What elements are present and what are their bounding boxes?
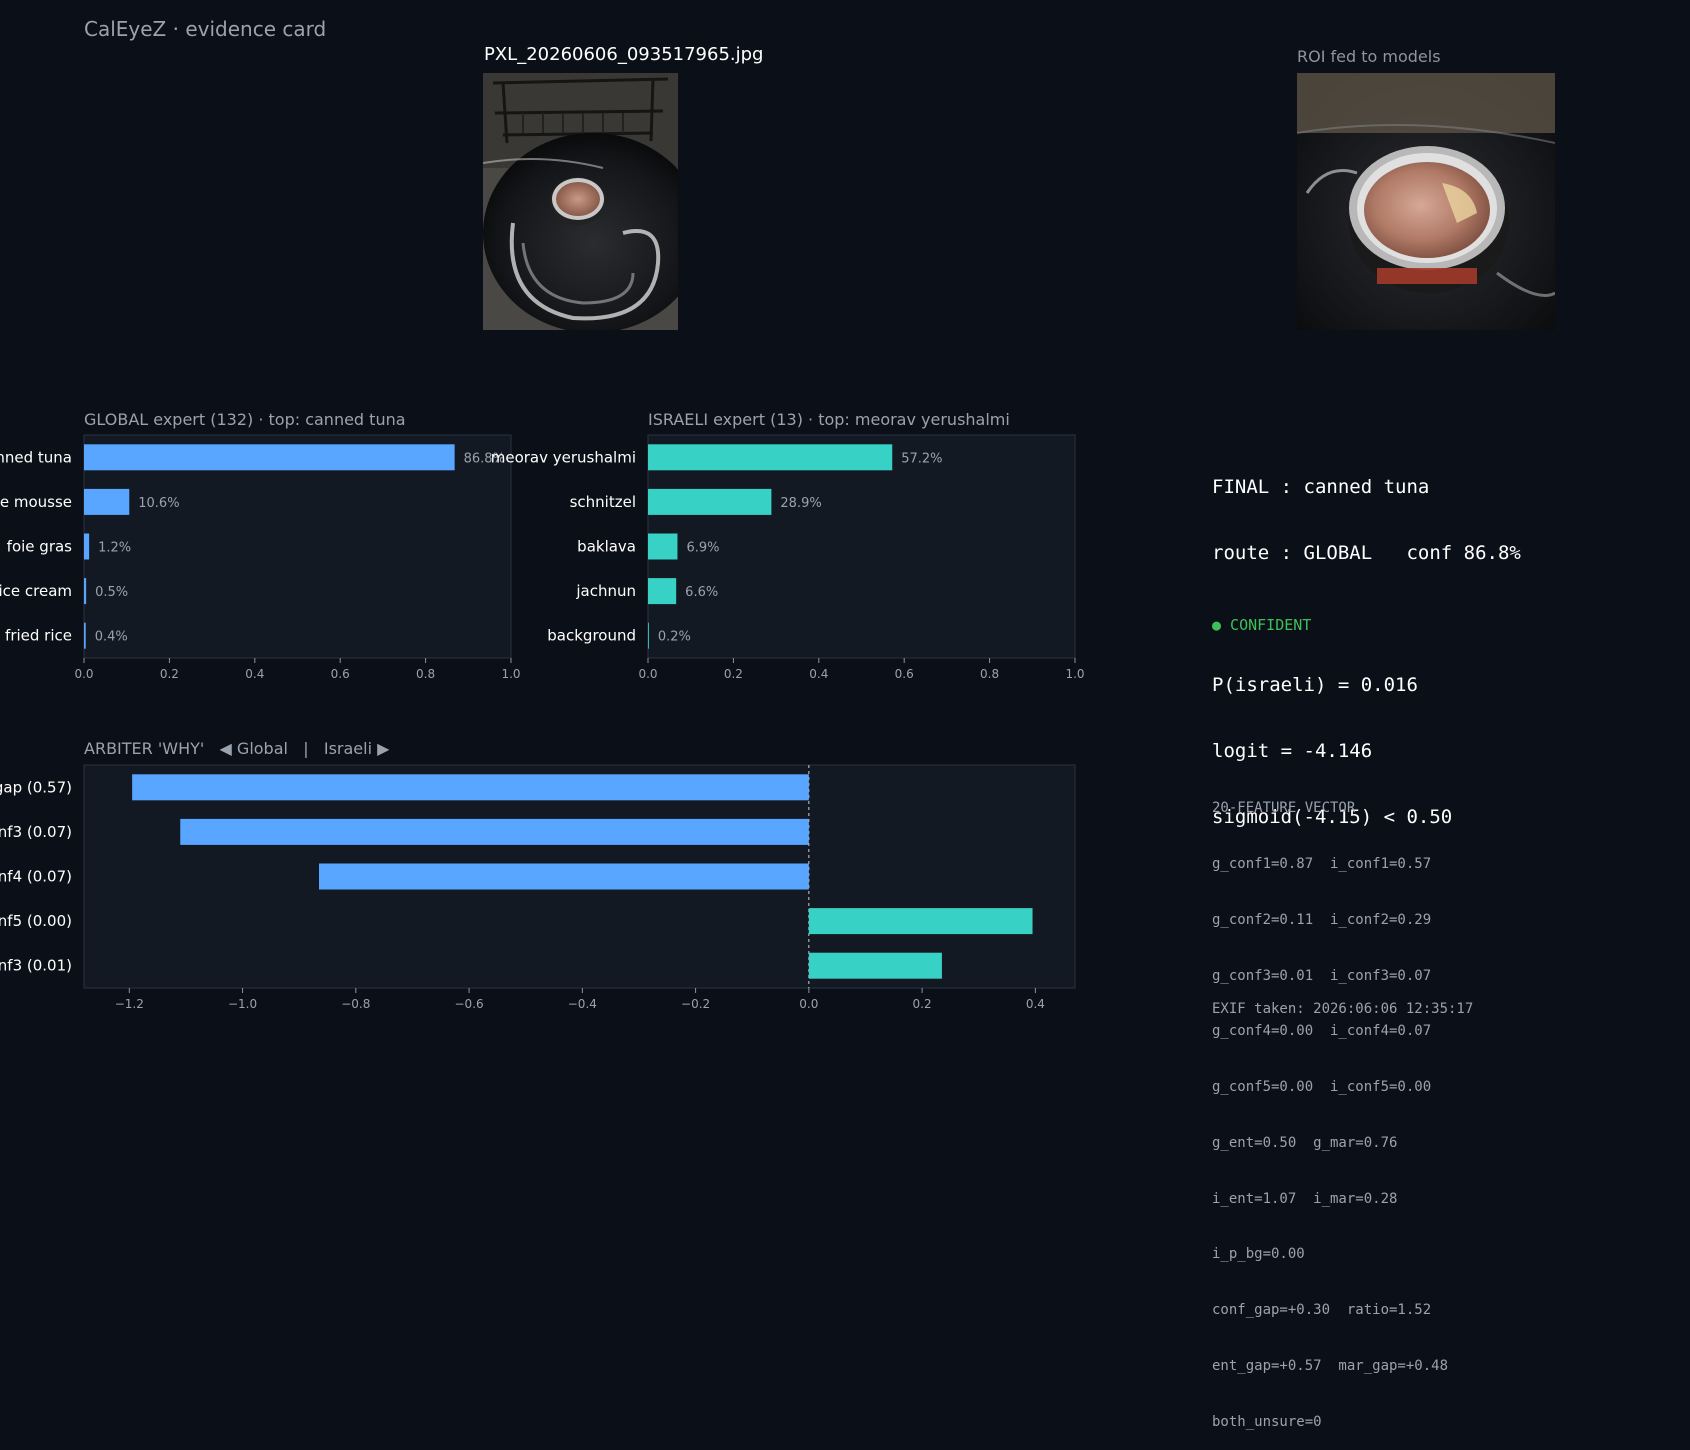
feature-line: g_conf5=0.00 i_conf5=0.00 bbox=[1212, 1079, 1432, 1096]
feature-line: g_conf3=0.01 i_conf3=0.07 bbox=[1212, 967, 1432, 984]
feature-line: g_conf2=0.11 i_conf2=0.29 bbox=[1212, 911, 1432, 928]
category-label: ent_gap (0.57) bbox=[0, 778, 72, 797]
category-label: schnitzel bbox=[570, 493, 636, 511]
x-tick-label: 0.8 bbox=[416, 667, 435, 681]
category-label: meorav yerushalmi bbox=[491, 448, 636, 466]
category-label: i_conf5 (0.00) bbox=[0, 912, 72, 931]
feature-line: both_unsure=0 bbox=[1212, 1413, 1322, 1430]
feature-line: i_p_bg=0.00 bbox=[1212, 1246, 1305, 1263]
category-label: jachnun bbox=[575, 582, 636, 600]
bar bbox=[648, 488, 772, 515]
x-tick-label: −0.2 bbox=[681, 997, 710, 1011]
value-label: 0.5% bbox=[95, 585, 128, 600]
israeli-chart-title: ISRAELI expert (13) · top: meorav yerush… bbox=[648, 410, 1010, 429]
category-label: foie gras bbox=[7, 538, 73, 556]
bar bbox=[648, 444, 893, 471]
bar bbox=[808, 908, 1033, 935]
final-label: FINAL : canned tuna bbox=[1212, 476, 1430, 498]
feature-heading: 20-FEATURE VECTOR bbox=[1212, 800, 1356, 817]
sigmoid-label: sigmoid(-4.15) < 0.50 bbox=[1212, 806, 1453, 828]
file-name: PXL_20260606_093517965.jpg bbox=[484, 44, 764, 65]
value-label: 57.2% bbox=[901, 451, 942, 466]
roi-label: ROI fed to models bbox=[1297, 47, 1441, 66]
p-israeli-label: P(israeli) = 0.016 bbox=[1212, 674, 1418, 696]
global-expert-chart: 0.0 0.2 0.4 0.6 0.8 1.0 canned tuna 86.8% chocol… bbox=[0, 434, 521, 681]
category-label: canned tuna bbox=[0, 448, 72, 466]
bar bbox=[84, 488, 130, 515]
x-tick-label: 0.2 bbox=[913, 997, 932, 1011]
category-label: g_conf3 (0.01) bbox=[0, 957, 72, 976]
arbiter-chart-title: ARBITER 'WHY' ◀ Global | Israeli ▶ bbox=[84, 739, 390, 758]
category-label: fried rice bbox=[5, 627, 72, 645]
value-label: 6.9% bbox=[686, 541, 719, 556]
x-tick-label: 0.2 bbox=[160, 667, 179, 681]
x-tick-label: −0.4 bbox=[568, 997, 597, 1011]
source-photo bbox=[483, 73, 678, 330]
feature-line: g_ent=0.50 g_mar=0.76 bbox=[1212, 1134, 1398, 1151]
category-label: ice cream bbox=[0, 582, 72, 600]
bar bbox=[84, 444, 455, 471]
x-tick-label: 0.2 bbox=[724, 667, 743, 681]
value-label: 10.6% bbox=[138, 496, 179, 511]
arbiter-why-chart: −1.2 −1.0 −0.8 −0.6 −0.4 −0.2 0.0 0.2 0.4 ent_gap… bbox=[0, 764, 1076, 1011]
status-badge: ● CONFIDENT bbox=[1212, 616, 1312, 634]
global-chart-title: GLOBAL expert (132) · top: canned tuna bbox=[84, 410, 406, 429]
feature-line: g_conf4=0.00 i_conf4=0.07 bbox=[1212, 1023, 1432, 1040]
x-tick-label: 0.4 bbox=[245, 667, 264, 681]
x-tick-label: −1.0 bbox=[228, 997, 257, 1011]
israeli-expert-chart: 0.0 0.2 0.4 0.6 0.8 1.0 meorav yerushalmi 57.2%… bbox=[491, 434, 1085, 681]
x-tick-label: −0.6 bbox=[455, 997, 484, 1011]
bar bbox=[180, 818, 809, 845]
bar bbox=[648, 622, 649, 649]
bar bbox=[808, 952, 942, 979]
roi-photo bbox=[1297, 73, 1555, 330]
category-label: chocolate mousse bbox=[0, 493, 72, 511]
value-label: 0.4% bbox=[95, 630, 128, 645]
feature-vector: 20-FEATURE VECTOR g_conf1=0.87 i_conf1=0… bbox=[1212, 762, 1448, 1450]
x-tick-label: 0.0 bbox=[74, 667, 93, 681]
bar bbox=[319, 863, 809, 890]
category-label: background bbox=[547, 627, 636, 645]
x-tick-label: 0.0 bbox=[799, 997, 818, 1011]
final-summary: FINAL : canned tuna route : GLOBAL conf … bbox=[1212, 432, 1521, 850]
plot-area bbox=[647, 434, 1076, 659]
feature-line: conf_gap=+0.30 ratio=1.52 bbox=[1212, 1302, 1432, 1319]
feature-line: i_ent=1.07 i_mar=0.28 bbox=[1212, 1190, 1398, 1207]
x-tick-label: −0.8 bbox=[341, 997, 370, 1011]
feature-line: ent_gap=+0.57 mar_gap=+0.48 bbox=[1212, 1358, 1449, 1374]
bar bbox=[648, 533, 678, 560]
x-tick-label: 1.0 bbox=[1065, 667, 1084, 681]
exif-timestamp: EXIF taken: 2026:06:06 12:35:17 bbox=[1212, 1001, 1474, 1017]
bar bbox=[84, 533, 90, 560]
bar bbox=[84, 578, 87, 605]
x-tick-label: 0.4 bbox=[809, 667, 828, 681]
bar bbox=[648, 578, 677, 605]
x-tick-label: 0.0 bbox=[638, 667, 657, 681]
x-tick-label: 0.6 bbox=[895, 667, 914, 681]
feature-line: g_conf1=0.87 i_conf1=0.57 bbox=[1212, 855, 1432, 872]
value-label: 0.2% bbox=[658, 630, 691, 645]
route-label: route : GLOBAL conf 86.8% bbox=[1212, 542, 1521, 564]
value-label: 28.9% bbox=[780, 496, 821, 511]
category-label: i_conf3 (0.07) bbox=[0, 823, 72, 842]
plot-area bbox=[83, 434, 512, 659]
value-label: 1.2% bbox=[98, 541, 131, 556]
bar bbox=[132, 774, 809, 801]
value-label: 86.8% bbox=[464, 451, 505, 466]
x-tick-label: −1.2 bbox=[115, 997, 144, 1011]
logit-label: logit = -4.146 bbox=[1212, 740, 1373, 762]
category-label: baklava bbox=[577, 538, 636, 556]
x-tick-label: 0.4 bbox=[1026, 997, 1045, 1011]
x-tick-label: 1.0 bbox=[501, 667, 520, 681]
category-label: i_conf4 (0.07) bbox=[0, 868, 72, 887]
x-tick-label: 0.6 bbox=[331, 667, 350, 681]
page-title: CalEyeZ · evidence card bbox=[84, 17, 327, 41]
bar bbox=[84, 622, 86, 649]
x-tick-label: 0.8 bbox=[980, 667, 999, 681]
value-label: 6.6% bbox=[685, 585, 718, 600]
